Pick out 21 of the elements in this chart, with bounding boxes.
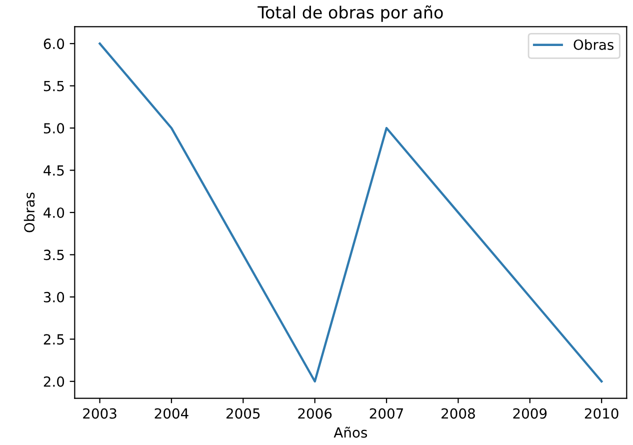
- chart-title: Total de obras por año: [258, 5, 443, 22]
- x-tick-label: 2007: [370, 408, 404, 419]
- y-axis-title: Obras: [24, 192, 35, 232]
- y-tick-label: 2.0: [44, 376, 64, 387]
- x-tick-label: 2006: [298, 408, 332, 419]
- x-tick-label: 2005: [226, 408, 260, 419]
- y-tick-label: 6.0: [44, 38, 64, 50]
- y-tick-label: 4.5: [44, 165, 64, 176]
- y-tick-label: 5.5: [44, 80, 64, 92]
- y-tick-label: 5.0: [44, 123, 64, 134]
- y-tick-label: 3.5: [44, 250, 64, 260]
- x-tick-label: 2003: [83, 408, 116, 419]
- y-tick-label: 4.0: [44, 207, 64, 218]
- x-tick-label: 2004: [154, 408, 188, 419]
- y-tick-label: 2.5: [44, 334, 64, 345]
- x-tick-label: 2010: [584, 408, 618, 419]
- x-tick-label: 2008: [442, 408, 475, 419]
- x-axis-title: Años: [334, 426, 368, 438]
- legend-label: Obras: [574, 39, 614, 50]
- x-tick-label: 2009: [513, 408, 547, 419]
- y-tick-label: 3.0: [44, 292, 64, 302]
